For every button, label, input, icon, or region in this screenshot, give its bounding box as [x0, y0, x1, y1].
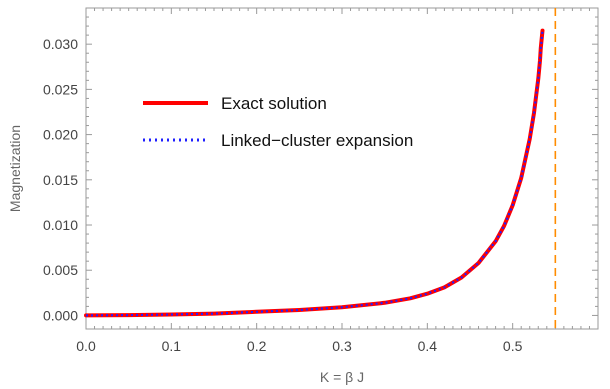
x-tick-label: 0.0 [76, 338, 96, 354]
x-tick-label: 0.4 [418, 338, 438, 354]
x-tick-label: 0.3 [332, 338, 352, 354]
y-tick-label: 0.005 [43, 262, 78, 278]
chart-frame [85, 7, 599, 330]
y-tick-label: 0.015 [43, 172, 78, 188]
x-tick-label: 0.2 [247, 338, 267, 354]
legend-label-exact: Exact solution [221, 94, 327, 113]
legend: Exact solution Linked−cluster expansion [143, 94, 413, 150]
x-axis-ticks: 0.0 0.1 0.2 0.3 0.4 0.5 [76, 8, 599, 354]
x-tick-label: 0.5 [503, 338, 523, 354]
y-axis-ticks: 0.000 0.005 0.010 0.015 0.020 0.025 0.030 [43, 7, 598, 323]
legend-label-linked-cluster: Linked−cluster expansion [221, 131, 413, 150]
y-tick-label: 0.010 [43, 217, 78, 233]
y-tick-label: 0.030 [43, 36, 78, 52]
y-tick-label: 0.020 [43, 127, 78, 143]
plot-lines [84, 8, 557, 329]
x-tick-label: 0.1 [162, 338, 182, 354]
series-exact-solution [84, 28, 545, 318]
y-tick-label: 0.025 [43, 81, 78, 97]
series-linked-cluster-expansion [85, 30, 544, 317]
x-axis-label: K = β J [320, 369, 364, 385]
y-axis-label: Magnetization [7, 125, 23, 212]
y-tick-label: 0.000 [43, 307, 78, 323]
